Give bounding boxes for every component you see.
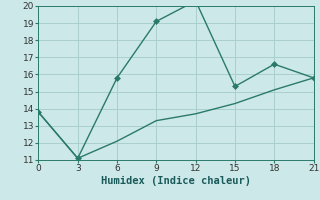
X-axis label: Humidex (Indice chaleur): Humidex (Indice chaleur)	[101, 176, 251, 186]
